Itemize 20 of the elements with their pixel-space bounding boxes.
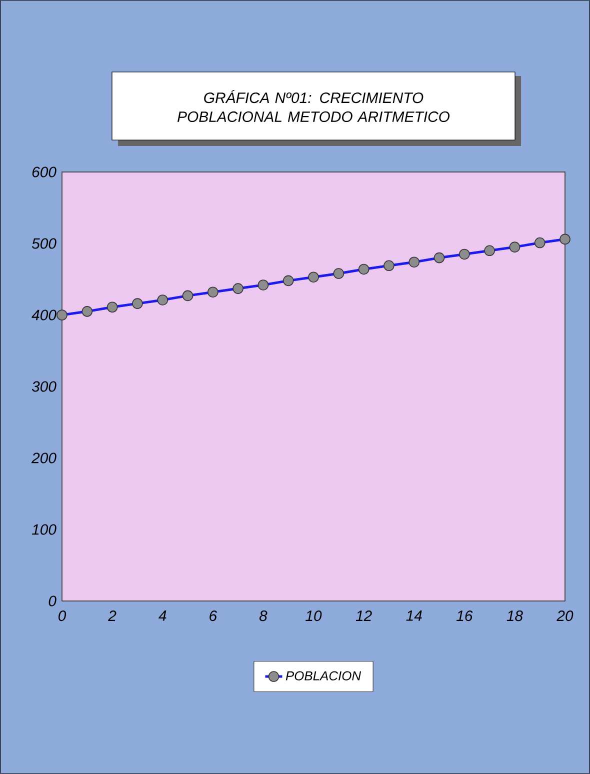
- y-tick-label: 200: [31, 452, 56, 464]
- y-tick-label: 300: [32, 381, 56, 392]
- x-tick-label: 8: [259, 610, 268, 622]
- x-tick-label: 4: [158, 610, 166, 621]
- x-tick-label: 6: [210, 610, 218, 622]
- x-tick-label: 16: [456, 610, 473, 622]
- x-tick-label: 12: [356, 610, 372, 621]
- x-tick-label: 20: [556, 610, 574, 622]
- y-tick-label: 100: [32, 524, 56, 535]
- x-tick-label: 10: [306, 610, 322, 622]
- x-tick-label: 2: [108, 610, 116, 621]
- x-tick-label: 18: [506, 610, 523, 622]
- y-tick-label: 0: [48, 596, 56, 606]
- x-tick-label: 0: [58, 610, 66, 622]
- y-tick-label: 600: [32, 166, 56, 178]
- x-tick-label: 14: [406, 610, 422, 621]
- legend-label: POBLACION: [286, 671, 362, 680]
- chart-title: GRÁFICA Nº01: CRECIMIENTO POBLACIONAL METODO ARITMETICO: [177, 90, 450, 122]
- y-tick-label: 500: [32, 238, 56, 249]
- y-tick-label: 400: [32, 310, 56, 320]
